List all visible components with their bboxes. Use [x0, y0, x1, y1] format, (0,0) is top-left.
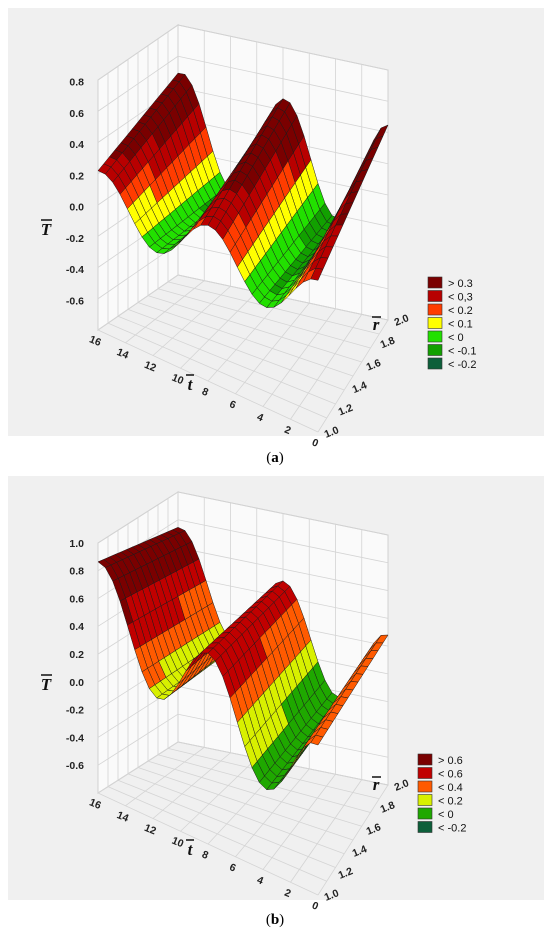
legend-swatch [417, 780, 433, 793]
t-tick-label: 14 [115, 346, 130, 362]
t-tick-label: 12 [142, 822, 157, 838]
r-tick-label: 1.6 [365, 357, 383, 374]
z-tick-label: -0.4 [66, 732, 84, 744]
legend-swatch [427, 357, 443, 370]
z-tick-label: 0.6 [69, 593, 84, 605]
legend-swatch [427, 276, 443, 289]
legend-swatch [417, 807, 433, 820]
floor-gridline [317, 319, 389, 433]
t-tick-label: 0 [310, 900, 320, 913]
t-tick-label: 0 [310, 437, 320, 450]
caption-a: (a) [266, 450, 284, 466]
t-tick-label: 10 [170, 835, 185, 851]
t-tick-label: 12 [142, 359, 157, 375]
legend-swatch [417, 753, 433, 766]
legend-label: < 0.2 [448, 305, 473, 317]
t-tick-label: 2 [283, 887, 293, 900]
r-tick-label: 1.8 [379, 335, 397, 352]
t-tick-label: 8 [200, 386, 210, 399]
z-tick-label: -0.2 [66, 233, 84, 245]
legend-label: < 0 [438, 809, 454, 821]
r-tick-label: 1.2 [337, 865, 355, 882]
t-tick-label: 10 [170, 372, 185, 388]
z-tick-label: 0.0 [69, 202, 84, 214]
r-tick-label: 2.0 [393, 312, 411, 329]
legend-label: < -0.2 [438, 823, 466, 835]
t-tick-label: 4 [255, 411, 265, 424]
legend-swatch [427, 303, 443, 316]
floor-gridline [262, 774, 336, 870]
floor-gridline [147, 295, 362, 363]
legend-swatch [417, 821, 433, 833]
legend-label: > 0.6 [438, 755, 463, 767]
r-tick-label: 1.4 [351, 379, 369, 396]
t-tick-label: 2 [283, 424, 293, 437]
floor-gridline [167, 281, 380, 335]
r-tick-label: 1.8 [379, 799, 397, 816]
t-tick-label: 16 [87, 333, 102, 349]
z-tick-label: 0.8 [69, 77, 84, 89]
z-tick-label: 0.8 [69, 566, 84, 578]
z-tick-label: -0.6 [66, 760, 84, 772]
floor-gridline [157, 288, 371, 349]
z-tick-label: -0.4 [66, 264, 84, 276]
caption-b: (b) [265, 912, 285, 928]
r-tick-label: 1.0 [323, 887, 341, 904]
floor-gridline [235, 768, 310, 858]
legend-label: < 0,3 [448, 292, 473, 304]
r-axis-label: r [373, 315, 380, 334]
z-tick-label: 0.0 [69, 677, 84, 689]
z-tick-label: -0.6 [66, 295, 84, 307]
r-tick-label: 1.4 [351, 843, 369, 860]
legend-label: < -0.2 [448, 359, 476, 371]
z-tick-label: 0.4 [69, 621, 84, 633]
z-tick-label: 0.2 [69, 170, 84, 182]
z-tick-label: 1.0 [69, 538, 84, 550]
t-tick-label: 14 [115, 809, 130, 825]
legend-swatch [417, 794, 433, 806]
t-tick-label: 16 [87, 796, 102, 812]
z-tick-label: 0.4 [69, 139, 84, 151]
t-axis-label: t [188, 840, 194, 859]
r-tick-label: 1.0 [323, 424, 341, 441]
legend-label: < 0.2 [438, 796, 463, 808]
legend-swatch [417, 767, 433, 779]
r-axis-label: r [373, 775, 380, 794]
floor-gridline [290, 779, 363, 883]
legend-swatch [427, 330, 443, 343]
legend-swatch [427, 290, 443, 302]
r-tick-label: 1.2 [337, 402, 355, 419]
z-tick-label: 0.2 [69, 649, 84, 661]
legend-label: < 0.4 [438, 782, 463, 794]
r-tick-label: 2.0 [393, 777, 411, 794]
legend-swatch [427, 344, 443, 356]
legend-label: > 0.3 [448, 278, 473, 290]
z-tick-label: -0.2 [66, 705, 84, 717]
z-axis-label: T [41, 220, 52, 239]
surface-patch [310, 734, 324, 746]
legend-label: < 0 [448, 332, 464, 344]
floor-gridline [147, 760, 362, 827]
t-tick-label: 6 [228, 861, 238, 874]
floor-gridline [137, 767, 354, 841]
t-tick-label: 4 [255, 874, 265, 887]
floor-gridline [262, 308, 336, 407]
legend-swatch [427, 317, 443, 329]
floor-gridline [235, 302, 310, 395]
floor-gridline [317, 784, 389, 896]
z-tick-label: 0.6 [69, 108, 84, 120]
legend-label: < -0.1 [448, 346, 476, 358]
legend-label: < 0.6 [438, 769, 463, 781]
t-tick-label: 6 [228, 398, 238, 411]
r-tick-label: 1.6 [365, 821, 383, 838]
t-tick-label: 8 [200, 849, 210, 862]
z-axis-label: T [41, 675, 52, 694]
floor-gridline [290, 314, 363, 420]
t-axis-label: t [188, 375, 194, 394]
floor-gridline [137, 302, 354, 377]
surface-patch [310, 268, 324, 281]
legend-label: < 0.1 [448, 319, 473, 331]
